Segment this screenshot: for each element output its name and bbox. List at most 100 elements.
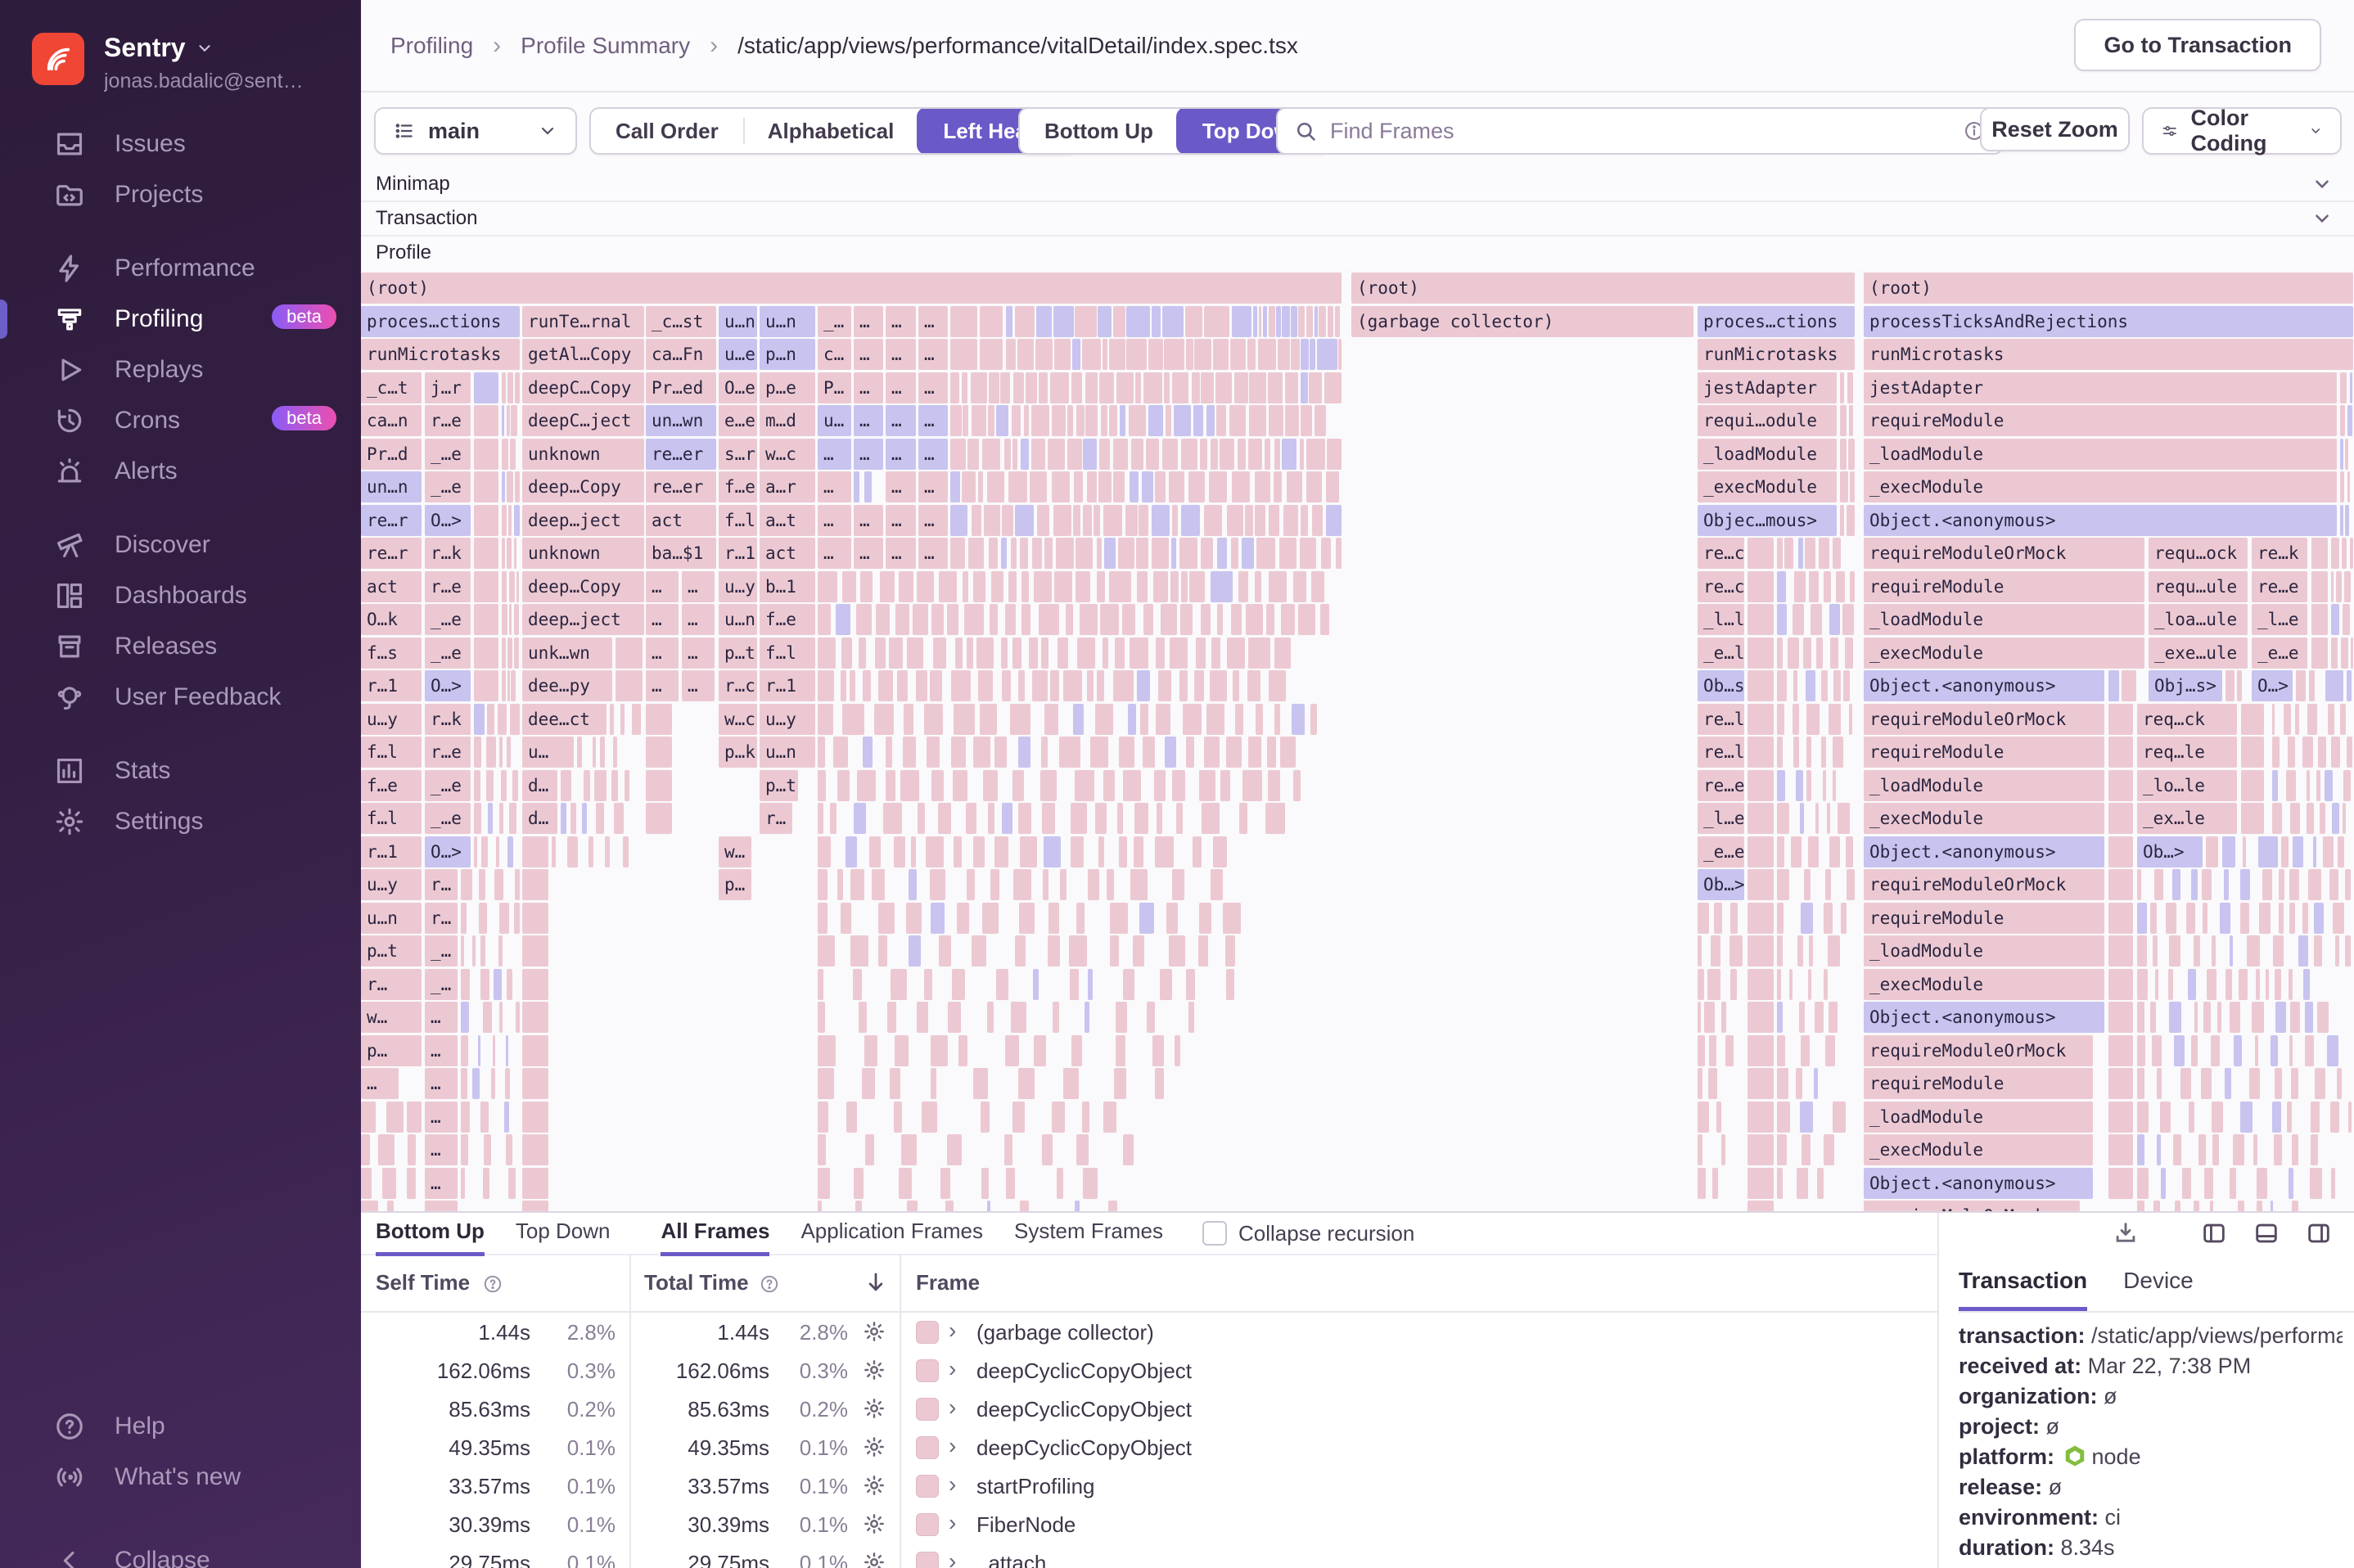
flame-frame-sliver[interactable] (2343, 604, 2351, 635)
flame-frame-sliver[interactable] (1081, 339, 1102, 370)
flame-frame-sliver[interactable] (1059, 737, 1080, 768)
flame-frame-sliver[interactable] (852, 969, 863, 1000)
flame-frame-sliver[interactable] (1311, 571, 1325, 602)
flame-frame-sliver[interactable] (2342, 803, 2346, 834)
flame-frame-sliver[interactable] (1823, 1134, 1834, 1165)
flame-frame-sliver[interactable] (1075, 571, 1091, 602)
flame-frame[interactable]: … (918, 405, 948, 436)
flame-frame-sliver[interactable] (1041, 737, 1048, 768)
flame-frame[interactable] (1747, 538, 1774, 569)
flame-frame-sliver[interactable] (2224, 869, 2229, 900)
flame-frame-sliver[interactable] (1103, 505, 1122, 536)
flame-frame-sliver[interactable] (1805, 670, 1815, 701)
flame-frame-sliver[interactable] (2212, 935, 2216, 966)
chevron-right-icon[interactable]: › (949, 1510, 957, 1535)
flame-frame-sliver[interactable] (2289, 869, 2299, 900)
go-to-transaction-button[interactable]: Go to Transaction (2074, 19, 2321, 71)
flame-frame-sliver[interactable] (2331, 803, 2339, 834)
flame-frame[interactable]: … (361, 1068, 399, 1099)
flame-frame-sliver[interactable] (1183, 704, 1202, 735)
flame-frame-sliver[interactable] (2278, 869, 2284, 900)
flame-frame-sliver[interactable] (2289, 1168, 2293, 1199)
flame-frame-sliver[interactable] (2324, 770, 2333, 801)
flame-frame[interactable]: _…e (425, 803, 471, 834)
flame-frame[interactable]: u…n (719, 306, 757, 337)
flame-frame-sliver[interactable] (479, 869, 486, 900)
flame-frame-sliver[interactable] (1777, 803, 1789, 834)
flame-frame-sliver[interactable] (1204, 306, 1230, 337)
flame-frame-sliver[interactable] (989, 604, 999, 635)
flame-frame-sliver[interactable] (1011, 538, 1017, 569)
flame-frame-sliver[interactable] (1134, 372, 1142, 403)
flame-frame[interactable]: … (854, 538, 883, 569)
flame-frame-sliver[interactable] (1814, 1068, 1818, 1099)
flame-frame-sliver[interactable] (1030, 439, 1045, 470)
flame-frame-sliver[interactable] (1189, 571, 1206, 602)
flame-frame-sliver[interactable] (818, 1102, 828, 1133)
flame-frame-sliver[interactable] (1805, 538, 1816, 569)
flame-frame[interactable]: r…1 (361, 836, 422, 867)
flame-frame-sliver[interactable] (1255, 505, 1265, 536)
flame-frame-sliver[interactable] (950, 405, 962, 436)
flame-frame-sliver[interactable] (482, 1002, 492, 1033)
flame-frame-sliver[interactable] (842, 704, 864, 735)
flame-frame-sliver[interactable] (1154, 836, 1175, 867)
flame-frame[interactable]: dee…py (522, 670, 612, 701)
flame-frame-sliver[interactable] (514, 869, 520, 900)
flame-frame-sliver[interactable] (1120, 405, 1125, 436)
flame-frame-sliver[interactable] (1800, 1102, 1813, 1133)
flame-frame-sliver[interactable] (1338, 339, 1342, 370)
flame-frame-sliver[interactable] (2327, 704, 2335, 735)
flame-frame-sliver[interactable] (2289, 903, 2295, 934)
flame-frame-sliver[interactable] (837, 770, 850, 801)
flame-frame-sliver[interactable] (1169, 471, 1185, 502)
flame-frame-sliver[interactable] (818, 869, 828, 900)
flame-frame-sliver[interactable] (818, 969, 823, 1000)
flame-frame-sliver[interactable] (987, 471, 1005, 502)
flame-frame-sliver[interactable] (2270, 1035, 2279, 1066)
flame-frame-sliver[interactable] (1777, 935, 1783, 966)
flame-frame-sliver[interactable] (2202, 869, 2212, 900)
flame-frame[interactable]: re…er (646, 439, 716, 470)
flame-frame-sliver[interactable] (1118, 836, 1128, 867)
flame-frame-sliver[interactable] (931, 1035, 948, 1066)
flame-frame-sliver[interactable] (1698, 1134, 1702, 1165)
flame-frame-sliver[interactable] (1848, 704, 1853, 735)
flame-frame[interactable] (1747, 1201, 1774, 1211)
flame-frame-sliver[interactable] (1098, 836, 1104, 867)
flame-frame-sliver[interactable] (897, 670, 908, 701)
flame-frame-sliver[interactable] (1128, 405, 1147, 436)
flame-frame-sliver[interactable] (1085, 405, 1098, 436)
flame-frame-sliver[interactable] (818, 1168, 830, 1199)
chevron-right-icon[interactable]: › (949, 1471, 957, 1497)
flame-frame-sliver[interactable] (1113, 471, 1125, 502)
flame-frame-sliver[interactable] (921, 1102, 938, 1133)
flame-frame-sliver[interactable] (862, 1068, 875, 1099)
flame-frame-sliver[interactable] (552, 836, 557, 867)
flame-frame-sliver[interactable] (1824, 869, 1831, 900)
flame-frame-sliver[interactable] (2225, 670, 2234, 701)
flame-frame-sliver[interactable] (1143, 604, 1154, 635)
flame-frame-sliver[interactable] (2200, 1068, 2212, 1099)
flame-frame[interactable]: (garbage collector) (1351, 306, 1693, 337)
chevron-right-icon[interactable]: › (949, 1356, 957, 1381)
flame-frame-sliver[interactable] (1777, 903, 1784, 934)
flame-frame-sliver[interactable] (1698, 1168, 1707, 1199)
flame-frame-sliver[interactable] (1062, 670, 1082, 701)
flame-frame-sliver[interactable] (1166, 405, 1172, 436)
flame-frame[interactable] (1747, 704, 1774, 735)
chevron-down-icon[interactable] (2311, 208, 2333, 229)
flame-frame[interactable]: … (425, 1035, 458, 1066)
flame-frame-sliver[interactable] (2307, 704, 2318, 735)
flame-frame[interactable]: r… (425, 903, 458, 934)
flame-frame[interactable]: … (818, 538, 851, 569)
flame-frame[interactable] (2325, 670, 2343, 701)
flame-frame-sliver[interactable] (1039, 372, 1048, 403)
flame-frame-sliver[interactable] (1023, 405, 1029, 436)
flame-frame-sliver[interactable] (1188, 1002, 1194, 1033)
flame-frame[interactable] (1747, 1068, 1774, 1099)
flame-frame-sliver[interactable] (1082, 1168, 1098, 1199)
flame-frame[interactable] (474, 372, 498, 403)
flame-frame-sliver[interactable] (1012, 1102, 1025, 1133)
sidebar-item-alerts[interactable]: Alerts (0, 446, 361, 497)
